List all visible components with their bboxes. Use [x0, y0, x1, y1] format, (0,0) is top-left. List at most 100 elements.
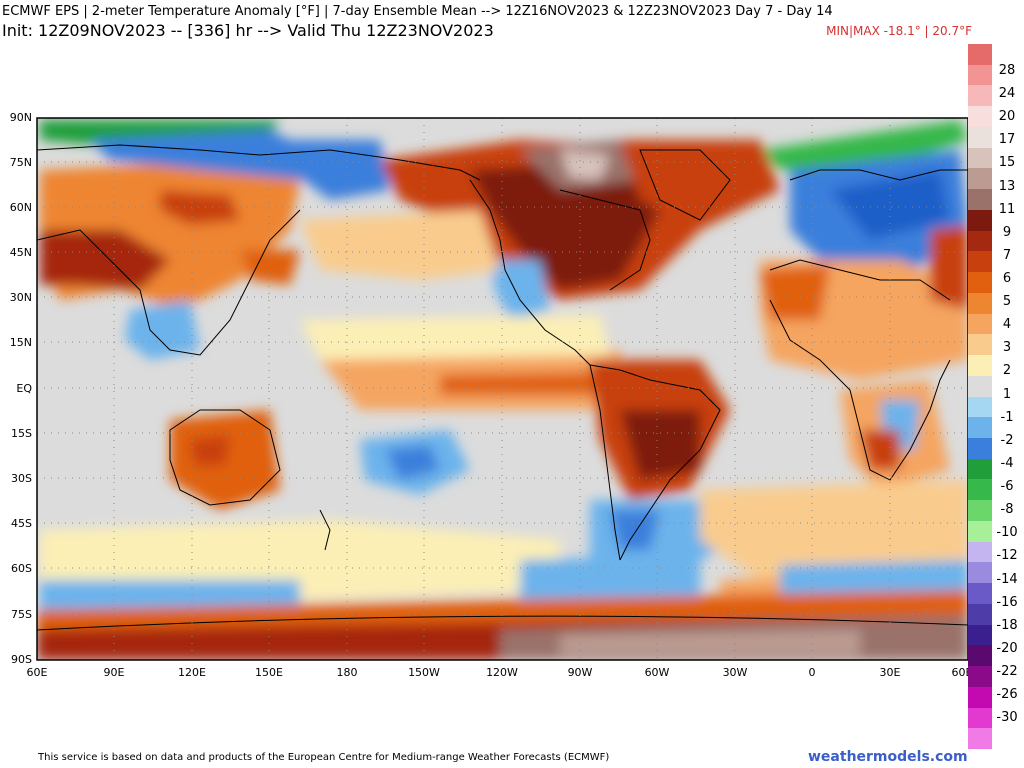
- lon-label: 30E: [880, 666, 901, 679]
- lon-label: 120E: [178, 666, 206, 679]
- color-scale-label: -20: [996, 640, 1018, 656]
- color-swatch: [968, 126, 992, 149]
- color-swatch: [968, 458, 992, 480]
- lon-label: 60W: [645, 666, 670, 679]
- lon-label: 60E: [27, 666, 48, 679]
- color-scale-label: 4: [1002, 317, 1012, 333]
- color-scale-label: -22: [996, 663, 1018, 679]
- color-swatch: [968, 417, 992, 439]
- lon-label: 180: [337, 666, 358, 679]
- color-swatch: [968, 230, 992, 252]
- color-scale-label: -8: [1000, 502, 1014, 518]
- color-swatch: [968, 707, 992, 729]
- lat-label: 15S: [11, 427, 32, 440]
- color-swatch: [968, 728, 992, 750]
- color-swatch: [968, 313, 992, 335]
- color-scale-label: -2: [1000, 432, 1014, 448]
- lon-labels: 60E 90E 120E 150E 180 150W 120W 90W 60W …: [27, 666, 973, 679]
- ecmwf-credit: This service is based on data and produc…: [38, 752, 610, 763]
- color-scale-label: 11: [998, 201, 1016, 217]
- min-max-readout: MIN|MAX -18.1° | 20.7°F: [826, 24, 972, 38]
- lon-label: 120W: [486, 666, 518, 679]
- color-swatch: [968, 479, 992, 501]
- color-scale-label: 13: [998, 178, 1016, 194]
- color-swatch: [968, 168, 992, 190]
- color-swatch: [968, 209, 992, 232]
- color-scale-label: -4: [1000, 455, 1014, 471]
- lat-label: 60N: [10, 201, 32, 214]
- color-scale-label: 20: [998, 109, 1016, 125]
- color-scale-label: 2: [1002, 363, 1012, 379]
- color-swatch: [968, 396, 992, 418]
- lon-label: 60E: [952, 666, 973, 679]
- lat-label: 90S: [11, 653, 32, 666]
- color-swatch: [968, 603, 992, 626]
- color-scale-label: 15: [998, 155, 1016, 171]
- color-swatch: [968, 375, 992, 397]
- lat-label: EQ: [16, 382, 32, 395]
- color-scale-label: -26: [996, 687, 1018, 703]
- color-scale-label: -14: [996, 571, 1018, 587]
- color-scale-label: 7: [1002, 247, 1012, 263]
- lat-label: 30S: [11, 472, 32, 485]
- color-scale-label: 17: [998, 132, 1016, 148]
- color-swatch: [968, 541, 992, 563]
- color-scale-label: 28: [998, 63, 1016, 78]
- lat-label: 60S: [11, 562, 32, 575]
- color-swatch: [968, 520, 992, 543]
- map-panel: 90N 75N 60N 45N 30N 15N EQ 15S 30S 45S 6…: [0, 110, 1000, 690]
- lon-label: 0: [809, 666, 816, 679]
- init-valid-line: Init: 12Z09NOV2023 -- [336] hr --> Valid…: [2, 21, 494, 40]
- color-swatch: [968, 85, 992, 107]
- color-swatch: [968, 44, 992, 66]
- color-swatch: [968, 64, 992, 86]
- site-link[interactable]: weathermodels.com: [808, 749, 968, 765]
- color-swatch: [968, 583, 992, 605]
- color-scale-label: -18: [996, 617, 1018, 633]
- color-swatch: [968, 292, 992, 315]
- color-swatch: [968, 624, 992, 646]
- color-swatch: [968, 355, 992, 377]
- color-swatch: [968, 686, 992, 709]
- color-swatch: [968, 500, 992, 522]
- color-scale-label: -30: [996, 710, 1018, 726]
- color-scale-label: 9: [1002, 224, 1012, 240]
- lon-label: 90E: [104, 666, 125, 679]
- color-swatch: [968, 147, 992, 169]
- lat-label: 30N: [10, 291, 32, 304]
- lon-label: 30W: [723, 666, 748, 679]
- color-swatch: [968, 666, 992, 688]
- color-scale-label: 6: [1002, 271, 1012, 287]
- color-swatch: [968, 189, 992, 211]
- lat-label: 45S: [11, 517, 32, 530]
- color-swatch: [968, 562, 992, 584]
- color-scale-label: 24: [998, 86, 1016, 102]
- lat-label: 75N: [10, 156, 32, 169]
- lon-label: 150E: [255, 666, 283, 679]
- lon-label: 150W: [408, 666, 440, 679]
- coastlines: [37, 144, 968, 631]
- color-scale-bar: [968, 44, 992, 750]
- color-scale-label: -6: [1000, 479, 1014, 495]
- color-swatch: [968, 334, 992, 356]
- lat-label: 45N: [10, 246, 32, 259]
- lat-labels: 90N 75N 60N 45N 30N 15N EQ 15S 30S 45S 6…: [10, 111, 33, 666]
- color-scale-label: -10: [996, 525, 1018, 541]
- color-scale-label: -12: [996, 548, 1018, 564]
- color-scale-label: 1: [1002, 386, 1012, 402]
- lat-label: 90N: [10, 111, 32, 124]
- color-swatch: [968, 272, 992, 294]
- color-scale-label: -16: [996, 594, 1018, 610]
- lat-label: 75S: [11, 608, 32, 621]
- color-scale-label: -1: [1000, 409, 1014, 425]
- chart-title: ECMWF EPS | 2-meter Temperature Anomaly …: [2, 4, 833, 19]
- color-swatch: [968, 106, 992, 128]
- color-scale-label: 3: [1002, 340, 1012, 356]
- color-scale-label: 5: [1002, 294, 1012, 310]
- lon-label: 90W: [568, 666, 593, 679]
- anomaly-map: 90N 75N 60N 45N 30N 15N EQ 15S 30S 45S 6…: [10, 111, 973, 679]
- color-swatch: [968, 251, 992, 273]
- color-swatch: [968, 437, 992, 460]
- lat-label: 15N: [10, 336, 32, 349]
- color-swatch: [968, 645, 992, 667]
